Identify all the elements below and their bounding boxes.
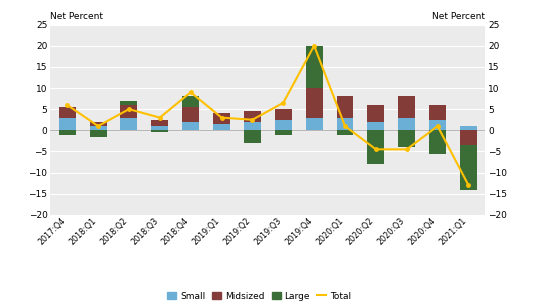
Bar	[336, 130, 354, 134]
Bar	[182, 96, 199, 107]
Bar	[429, 130, 446, 154]
Bar	[121, 101, 137, 105]
Bar	[398, 130, 415, 147]
Bar	[336, 96, 354, 118]
Bar	[460, 130, 477, 145]
Bar	[429, 105, 446, 120]
Bar	[90, 122, 107, 126]
Bar	[275, 120, 292, 130]
Bar	[90, 126, 107, 130]
Bar	[59, 118, 76, 130]
Bar	[460, 126, 477, 130]
Bar	[367, 105, 384, 122]
Bar	[244, 122, 261, 130]
Bar	[244, 130, 261, 143]
Bar	[244, 111, 261, 122]
Bar	[182, 122, 199, 130]
Text: Net Percent: Net Percent	[50, 12, 103, 21]
Bar	[306, 46, 323, 88]
Bar	[336, 118, 354, 130]
Bar	[275, 109, 292, 120]
Bar	[460, 145, 477, 189]
Bar	[429, 120, 446, 130]
Bar	[306, 88, 323, 118]
Bar	[121, 118, 137, 130]
Bar	[151, 126, 169, 130]
Bar	[59, 107, 76, 118]
Bar	[398, 118, 415, 130]
Bar	[306, 118, 323, 130]
Bar	[151, 120, 169, 126]
Bar	[275, 130, 292, 134]
Legend: Small, Midsized, Large, Total: Small, Midsized, Large, Total	[163, 288, 354, 304]
Bar	[398, 96, 415, 118]
Bar	[59, 130, 76, 134]
Bar	[213, 113, 230, 124]
Bar	[121, 105, 137, 118]
Bar	[182, 107, 199, 122]
Bar	[151, 130, 169, 132]
Text: Net Percent: Net Percent	[432, 12, 485, 21]
Bar	[367, 130, 384, 164]
Bar	[90, 130, 107, 137]
Bar	[213, 124, 230, 130]
Bar	[367, 122, 384, 130]
